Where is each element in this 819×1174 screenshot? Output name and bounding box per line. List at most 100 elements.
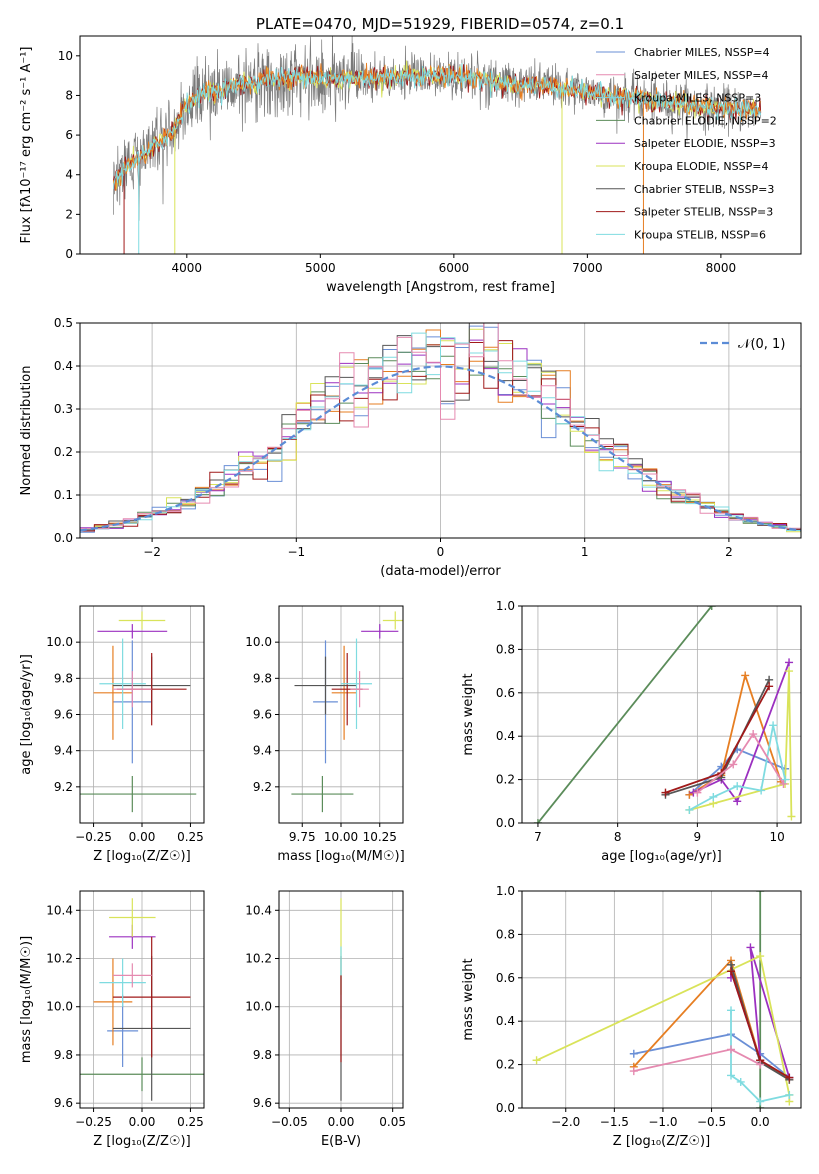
weight-marker	[785, 658, 794, 667]
y-tick-label: 0.4	[496, 729, 515, 743]
weight-line	[696, 732, 785, 794]
x-axis-label: E(B-V)	[321, 1134, 361, 1149]
x-tick-label: 0	[437, 545, 445, 559]
y-tick-label: 10.0	[46, 635, 73, 649]
axes-frame	[521, 605, 802, 824]
panel-ebv-mass: −0.05 0.00 0.05 9.6 9.8 10.0 10.2 10.4 E(B-V)	[245, 890, 406, 1149]
weight-marker	[629, 1067, 638, 1076]
y-tick-label: 9.6	[54, 708, 73, 722]
legend-entry: Salpeter ELODIE, NSSP=3	[634, 137, 776, 150]
weight-marker	[746, 943, 755, 952]
x-tick-label: 7	[534, 830, 542, 844]
panel-residuals: −2 −1 0 1 2 0.0 0.1 0.2 0.3 0.4 0.5 (data-model)/er…	[19, 316, 802, 579]
y-tick-label: 9.6	[253, 708, 272, 722]
weight-marker	[727, 1071, 736, 1080]
axes-frame	[521, 890, 802, 1109]
y-tick-label: 0.5	[54, 316, 73, 330]
y-tick-label: 0.0	[496, 1101, 515, 1115]
y-tick-label: 6	[65, 128, 73, 142]
x-axis-label: wavelength [Angstrom, rest frame]	[326, 280, 555, 295]
spectrum-model-line	[112, 63, 762, 190]
y-tick-label: 10.0	[245, 635, 272, 649]
plot-area	[112, 36, 762, 254]
plot-area	[80, 898, 204, 1101]
x-tick-label: 8000	[706, 261, 737, 275]
weight-marker	[736, 1077, 745, 1086]
figure-title: PLATE=0470, MJD=51929, FIBERID=0574, z=0…	[256, 15, 624, 33]
spectrum-model-line	[112, 60, 762, 190]
y-tick-label: 10.4	[245, 903, 272, 917]
legend-entry: Chabrier STELIB, NSSP=3	[634, 183, 774, 196]
weight-marker	[727, 1045, 736, 1054]
x-axis-label: age [log₁₀(age/yr)]	[601, 849, 722, 864]
legend-entry: Salpeter STELIB, NSSP=3	[634, 206, 773, 219]
legend-entry: 𝒩(0, 1)	[738, 337, 785, 352]
y-tick-label: 8	[65, 88, 73, 102]
x-tick-label: 10	[769, 830, 784, 844]
y-axis-label: age [log₁₀(age/yr)]	[19, 654, 34, 775]
panel-z-age: −0.25 0.00 0.25 9.2 9.4 9.6 9.8 10.0 Z [log₁₀(Z/…	[19, 605, 205, 864]
y-tick-label: 0.6	[496, 686, 515, 700]
x-tick-label: −1.0	[648, 1115, 677, 1129]
y-tick-label: 1.0	[496, 599, 515, 613]
weight-marker	[756, 952, 765, 961]
histogram-step	[80, 323, 801, 530]
y-tick-label: 10.0	[245, 1000, 272, 1014]
y-tick-label: 10	[58, 49, 73, 63]
weight-line	[688, 725, 786, 811]
x-tick-label: 6000	[439, 261, 470, 275]
weight-marker	[785, 1073, 794, 1082]
weight-line	[537, 606, 713, 823]
panel-z-mass: −0.25 0.00 0.25 9.6 9.8 10.0 10.2 10.4 Z [log₁₀(…	[19, 890, 205, 1149]
weight-marker	[765, 682, 774, 691]
weight-marker	[727, 1006, 736, 1015]
y-tick-label: 0.1	[54, 488, 73, 502]
y-axis-label: Flux [fλ10⁻¹⁷ erg cm⁻² s⁻¹ A⁻¹]	[19, 47, 34, 244]
y-tick-label: 10.2	[46, 952, 73, 966]
weight-marker	[787, 812, 796, 821]
legend-entry: Chabrier ELODIE, NSSP=2	[634, 114, 777, 127]
weight-line	[633, 1033, 790, 1079]
y-tick-label: 9.6	[54, 1096, 73, 1110]
weight-marker	[741, 671, 750, 680]
weight-marker	[781, 775, 790, 784]
normal-curve	[80, 365, 801, 532]
panel-mass-age: 9.75 10.00 10.25 9.2 9.4 9.6 9.8 10.0 mass [log₁…	[245, 605, 405, 864]
x-tick-label: −0.5	[697, 1115, 726, 1129]
y-tick-label: 4	[65, 168, 73, 182]
y-tick-label: 9.4	[54, 744, 73, 758]
plot-area	[291, 611, 403, 813]
y-tick-label: 9.2	[253, 780, 272, 794]
y-tick-label: 0.2	[496, 1058, 515, 1072]
x-tick-label: −1	[287, 545, 305, 559]
axes-frame	[278, 890, 404, 1109]
y-tick-label: 2	[65, 207, 73, 221]
plot-area	[532, 891, 794, 1108]
y-tick-label: 0.0	[54, 531, 73, 545]
weight-line	[688, 672, 782, 796]
x-tick-label: 8	[614, 830, 622, 844]
y-axis-label: Normed distribution	[19, 366, 34, 496]
weight-marker	[733, 797, 742, 806]
weight-marker	[532, 1056, 541, 1065]
weight-marker	[756, 891, 765, 895]
panel-z-weight: −2.0 −1.5 −1.0 −0.5 0.0 0.0 0.2 0.4 0.6 0.8 1.0 Z […	[461, 884, 802, 1149]
y-tick-label: 9.8	[253, 1048, 272, 1062]
x-tick-label: 0.25	[177, 1115, 204, 1129]
y-tick-label: 9.4	[253, 744, 272, 758]
weight-marker	[661, 788, 670, 797]
weight-marker	[756, 1097, 765, 1106]
legend-entry: Kroupa MILES, NSSP=3	[634, 92, 761, 105]
x-tick-label: 7000	[572, 261, 603, 275]
panel-age-weight: 7 8 9 10 0.0 0.2 0.4 0.6 0.8 1.0 age [log₁₀(age/yr…	[461, 599, 802, 864]
y-tick-label: 0.0	[496, 816, 515, 830]
x-tick-label: −0.25	[75, 1115, 112, 1129]
weight-marker	[685, 805, 694, 814]
y-axis-label: mass [log₁₀(M/M☉)]	[19, 936, 34, 1063]
y-tick-label: 0.8	[496, 642, 515, 656]
x-tick-label: 0.25	[177, 830, 204, 844]
y-axis-label: mass weight	[461, 673, 476, 755]
x-tick-label: 5000	[305, 261, 336, 275]
plot-area	[80, 611, 197, 813]
